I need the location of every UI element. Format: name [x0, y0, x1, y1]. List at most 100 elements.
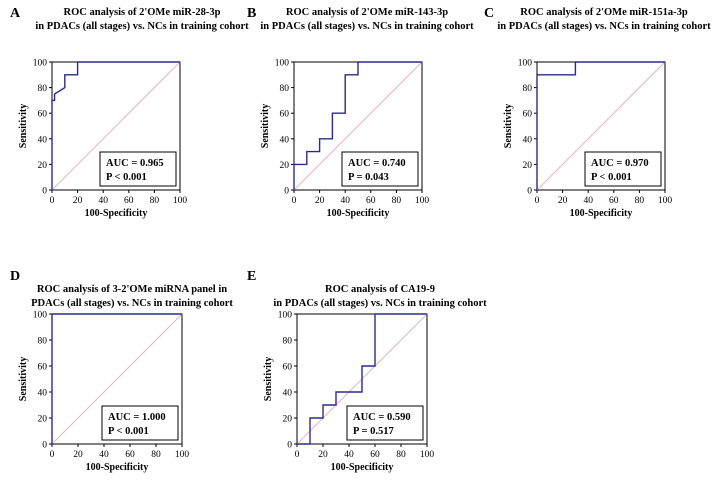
y-tick-label: 60 — [38, 110, 48, 120]
chart-title-line-2: in PDACs (all stages) vs. NCs in trainin… — [35, 21, 249, 32]
x-tick-label: 100 — [420, 450, 435, 460]
chart-title-line-1: ROC analysis of 3-2'OMe miRNA panel in — [37, 284, 227, 295]
y-tick-label: 40 — [38, 389, 48, 399]
y-tick-label: 100 — [33, 311, 48, 321]
x-tick-label: 100 — [175, 450, 190, 460]
diagonal-reference-line — [51, 61, 181, 191]
x-tick-label: 80 — [396, 450, 406, 460]
x-tick-label: 0 — [50, 196, 55, 206]
x-tick-label: 0 — [295, 450, 300, 460]
y-axis-label: Sensitivity — [263, 357, 274, 401]
x-axis-label: 100-Specificity — [327, 208, 390, 219]
y-tick-label: 80 — [280, 84, 290, 94]
auc-label: AUC = 0.590 — [353, 412, 411, 423]
y-axis-label: Sensitivity — [18, 357, 29, 401]
x-tick-label: 40 — [344, 450, 354, 460]
y-axis-label: Sensitivity — [503, 104, 514, 148]
roc-panel-b: B ROC analysis of 2'OMe miR-143-3p in PDAC… — [247, 6, 474, 219]
auc-label: AUC = 0.970 — [591, 158, 649, 169]
y-tick-label: 20 — [38, 161, 48, 171]
chart-title-line-1: ROC analysis of 2'OMe miR-151a-3p — [520, 7, 688, 18]
auc-label: AUC = 1.000 — [108, 412, 166, 423]
y-tick-label: 100 — [278, 311, 293, 321]
y-tick-label: 0 — [287, 441, 292, 451]
panel-letter-e: E — [247, 269, 256, 284]
x-tick-label: 40 — [99, 450, 109, 460]
x-tick-label: 20 — [315, 196, 325, 206]
x-tick-label: 100 — [658, 196, 673, 206]
auc-label: AUC = 0.740 — [348, 158, 406, 169]
chart-title-line-1: ROC analysis of 2'OMe miR-28-3p — [64, 7, 221, 18]
x-tick-label: 0 — [535, 196, 540, 206]
x-tick-label: 60 — [366, 196, 376, 206]
stats-box — [346, 405, 424, 441]
chart-title-line-2: PDACs (all stages) vs. NCs in training c… — [31, 298, 233, 309]
roc-panel-e: E ROC analysis of CA19-9 in PDACs (all sta… — [247, 269, 487, 473]
roc-curve — [51, 61, 180, 190]
roc-panel-a: A ROC analysis of 2'OMe miR-28-3p in PDACs… — [10, 6, 249, 219]
panel-letter-b: B — [247, 6, 256, 21]
y-tick-label: 100 — [518, 59, 533, 69]
y-tick-label: 20 — [38, 415, 48, 425]
x-tick-label: 80 — [635, 196, 645, 206]
x-tick-label: 20 — [318, 450, 328, 460]
roc-curve — [293, 61, 422, 190]
p-value-label: P < 0.001 — [106, 172, 147, 183]
diagonal-reference-line — [293, 61, 423, 191]
x-tick-label: 60 — [370, 450, 380, 460]
diagonal-reference-line — [51, 313, 183, 445]
diagonal-reference-line — [536, 61, 666, 191]
y-tick-label: 20 — [283, 415, 293, 425]
x-tick-label: 100 — [173, 196, 188, 206]
y-tick-label: 80 — [523, 84, 533, 94]
x-tick-label: 0 — [50, 450, 55, 460]
p-value-label: P < 0.001 — [591, 172, 632, 183]
x-axis-label: 100-Specificity — [86, 462, 149, 473]
chart-title-line-2: in PDACs (all stages) vs. NCs in trainin… — [260, 21, 474, 32]
x-tick-label: 20 — [73, 196, 83, 206]
y-tick-label: 40 — [523, 135, 533, 145]
roc-curve — [536, 61, 665, 190]
y-tick-label: 40 — [38, 135, 48, 145]
y-tick-label: 100 — [33, 59, 48, 69]
roc-curve — [51, 313, 182, 444]
x-axis-label: 100-Specificity — [85, 208, 148, 219]
panel-letter-a: A — [10, 6, 21, 21]
panel-letter-c: C — [484, 6, 494, 21]
y-tick-label: 20 — [280, 161, 290, 171]
x-tick-label: 20 — [558, 196, 568, 206]
y-tick-label: 40 — [283, 389, 293, 399]
chart-title-line-1: ROC analysis of CA19-9 — [325, 284, 435, 295]
p-value-label: P = 0.517 — [353, 426, 394, 437]
y-tick-label: 0 — [284, 187, 289, 197]
x-tick-label: 100 — [415, 196, 430, 206]
y-tick-label: 80 — [38, 84, 48, 94]
x-tick-label: 60 — [125, 450, 135, 460]
auc-label: AUC = 0.965 — [106, 158, 164, 169]
stats-box — [341, 151, 419, 187]
roc-panel-c: C ROC analysis of 2'OMe miR-151a-3p in PDA… — [484, 6, 711, 219]
y-tick-label: 60 — [523, 110, 533, 120]
chart-title-line-2: in PDACs (all stages) vs. NCs in trainin… — [497, 21, 711, 32]
chart-title-line-2: in PDACs (all stages) vs. NCs in trainin… — [273, 298, 487, 309]
y-tick-label: 80 — [283, 337, 293, 347]
x-tick-label: 60 — [609, 196, 619, 206]
chart-title-line-1: ROC analysis of 2'OMe miR-143-3p — [286, 7, 448, 18]
x-tick-label: 40 — [583, 196, 593, 206]
x-tick-label: 0 — [292, 196, 297, 206]
y-axis-label: Sensitivity — [260, 104, 271, 148]
x-tick-label: 80 — [151, 450, 161, 460]
x-tick-label: 40 — [340, 196, 350, 206]
stats-box — [101, 405, 179, 441]
y-tick-label: 0 — [42, 441, 47, 451]
y-tick-label: 80 — [38, 337, 48, 347]
x-axis-label: 100-Specificity — [331, 462, 394, 473]
roc-panel-d: D ROC analysis of 3-2'OMe miRNA panel in P… — [10, 269, 233, 473]
plot-frame — [296, 313, 428, 445]
panel-letter-d: D — [10, 269, 20, 284]
x-tick-label: 60 — [124, 196, 134, 206]
p-value-label: P < 0.001 — [108, 426, 149, 437]
y-tick-label: 20 — [523, 161, 533, 171]
y-tick-label: 40 — [280, 135, 290, 145]
